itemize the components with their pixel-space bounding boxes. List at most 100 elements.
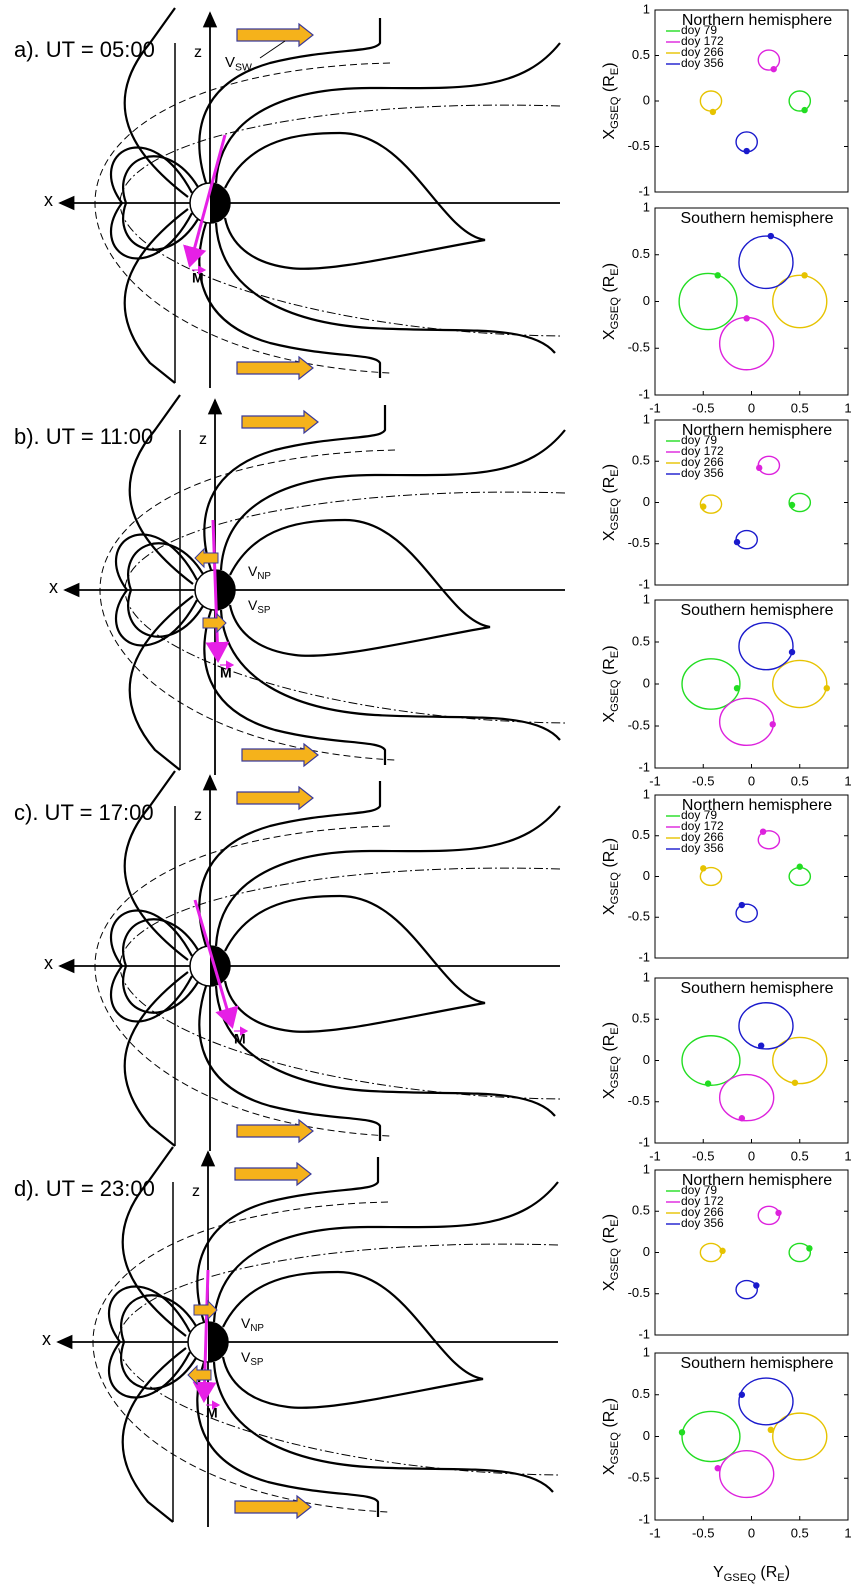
loop — [738, 621, 794, 671]
start-dot — [801, 272, 808, 279]
y-tick-label: -1 — [638, 183, 650, 198]
y-axis-label: XGSEQ (RE) — [601, 62, 621, 139]
start-dot — [700, 503, 707, 510]
x-tick-label: 1 — [844, 773, 851, 788]
y-axis-label-part: (R — [601, 1227, 618, 1248]
z-axis-label: z — [199, 431, 207, 448]
field-line — [123, 7, 189, 198]
legend-label: doy 172 — [681, 444, 724, 458]
loop — [681, 658, 741, 710]
start-dot — [757, 1042, 765, 1049]
vnp-label: VNP — [241, 1315, 264, 1334]
field-line — [228, 518, 491, 657]
y-axis-label-part: ) — [601, 1398, 618, 1403]
x-axis-label: YGSEQ (RE) — [713, 1564, 790, 1584]
x-tick-label: -1 — [649, 773, 661, 788]
start-dot — [709, 108, 717, 116]
start-dot — [704, 1080, 712, 1087]
field-line — [214, 805, 561, 947]
start-dot — [775, 1209, 782, 1217]
loop — [718, 1073, 775, 1122]
field-line — [203, 405, 387, 571]
y-tick-label: -0.5 — [628, 717, 650, 732]
field-line — [196, 1361, 380, 1517]
panel-title: d). UT = 23:00 — [14, 1176, 155, 1201]
field-line — [198, 985, 382, 1141]
y-tick-label: 0.5 — [632, 453, 650, 468]
x-tick-label: 0.5 — [791, 1148, 809, 1163]
moment-label: M — [192, 270, 204, 286]
y-tick-label: 0 — [643, 293, 650, 308]
legend-label: doy 356 — [681, 466, 724, 480]
vsp-label: VSP — [248, 597, 271, 616]
flow-arrow — [241, 409, 319, 435]
y-axis-label-part: X — [601, 1088, 618, 1099]
z-axis-label: z — [194, 807, 202, 824]
field-line — [212, 1181, 559, 1323]
start-dot — [714, 1465, 721, 1472]
y-axis-label-part: ) — [601, 645, 618, 650]
field-line — [121, 1347, 187, 1523]
x-tick-label: 1 — [844, 1525, 851, 1540]
loop — [772, 1412, 828, 1461]
y-tick-label: 0 — [643, 868, 650, 883]
loop — [788, 1242, 812, 1263]
start-dot — [801, 106, 808, 114]
field-line — [121, 1146, 187, 1337]
field-line — [214, 985, 556, 1117]
legend-label: doy 266 — [681, 1205, 724, 1219]
legend-label: doy 172 — [681, 34, 724, 48]
field-line — [203, 609, 387, 765]
flow-arrow — [236, 785, 314, 811]
chart-title: Southern hemisphere — [681, 980, 834, 997]
y-tick-label: 0.5 — [632, 633, 650, 648]
loop — [678, 272, 738, 331]
dipole-axis — [183, 134, 227, 268]
loop — [738, 1002, 794, 1050]
y-tick-label: -1 — [638, 1511, 650, 1526]
x-axis-label-sub: E — [777, 1572, 784, 1584]
y-tick-label: 0.5 — [632, 246, 650, 261]
field-line — [223, 131, 486, 270]
legend-label: doy 172 — [681, 819, 724, 833]
field-line — [212, 1361, 554, 1493]
start-dot — [767, 232, 774, 240]
loop — [788, 90, 812, 112]
field-line — [123, 208, 189, 384]
y-axis-label-sub: GSEQ — [609, 498, 621, 531]
y-axis-label-part: (R — [601, 477, 618, 498]
y-axis-label-sub: E — [609, 1403, 621, 1410]
chart-title: Northern hemisphere — [682, 12, 832, 29]
y-axis-label-part: ) — [601, 1022, 618, 1027]
legend-label: doy 266 — [681, 830, 724, 844]
earth-night — [210, 183, 230, 223]
y-axis-label-sub: GSEQ — [609, 872, 621, 905]
start-dot — [719, 1247, 726, 1255]
vsp-label-sub: SP — [250, 1357, 264, 1368]
field-line — [196, 1157, 380, 1323]
start-dot — [733, 538, 741, 546]
panel-title: a). UT = 05:00 — [14, 37, 155, 62]
y-tick-label: 0.5 — [632, 1011, 650, 1026]
start-dot — [733, 685, 741, 692]
y-tick-label: 1 — [643, 786, 650, 801]
y-axis-label: XGSEQ (RE) — [601, 263, 621, 340]
field-line — [219, 429, 566, 571]
vsw-label-part: V — [225, 54, 235, 71]
pole-velocity-arrow — [187, 1364, 212, 1386]
chart-title: Southern hemisphere — [681, 602, 834, 619]
start-dot — [823, 685, 830, 692]
flow-arrow — [241, 742, 319, 768]
y-axis-label-part: (R — [601, 658, 618, 679]
y-tick-label: -1 — [638, 576, 650, 591]
loop — [738, 1377, 794, 1426]
loop — [772, 274, 828, 329]
loop — [681, 1035, 741, 1086]
flow-arrow — [236, 1118, 314, 1144]
dipole-axis — [193, 899, 239, 1029]
loop — [718, 1449, 775, 1499]
vsp-label-sub: SP — [257, 605, 271, 616]
vnp-label: VNP — [248, 563, 271, 582]
earth-night — [215, 570, 235, 610]
